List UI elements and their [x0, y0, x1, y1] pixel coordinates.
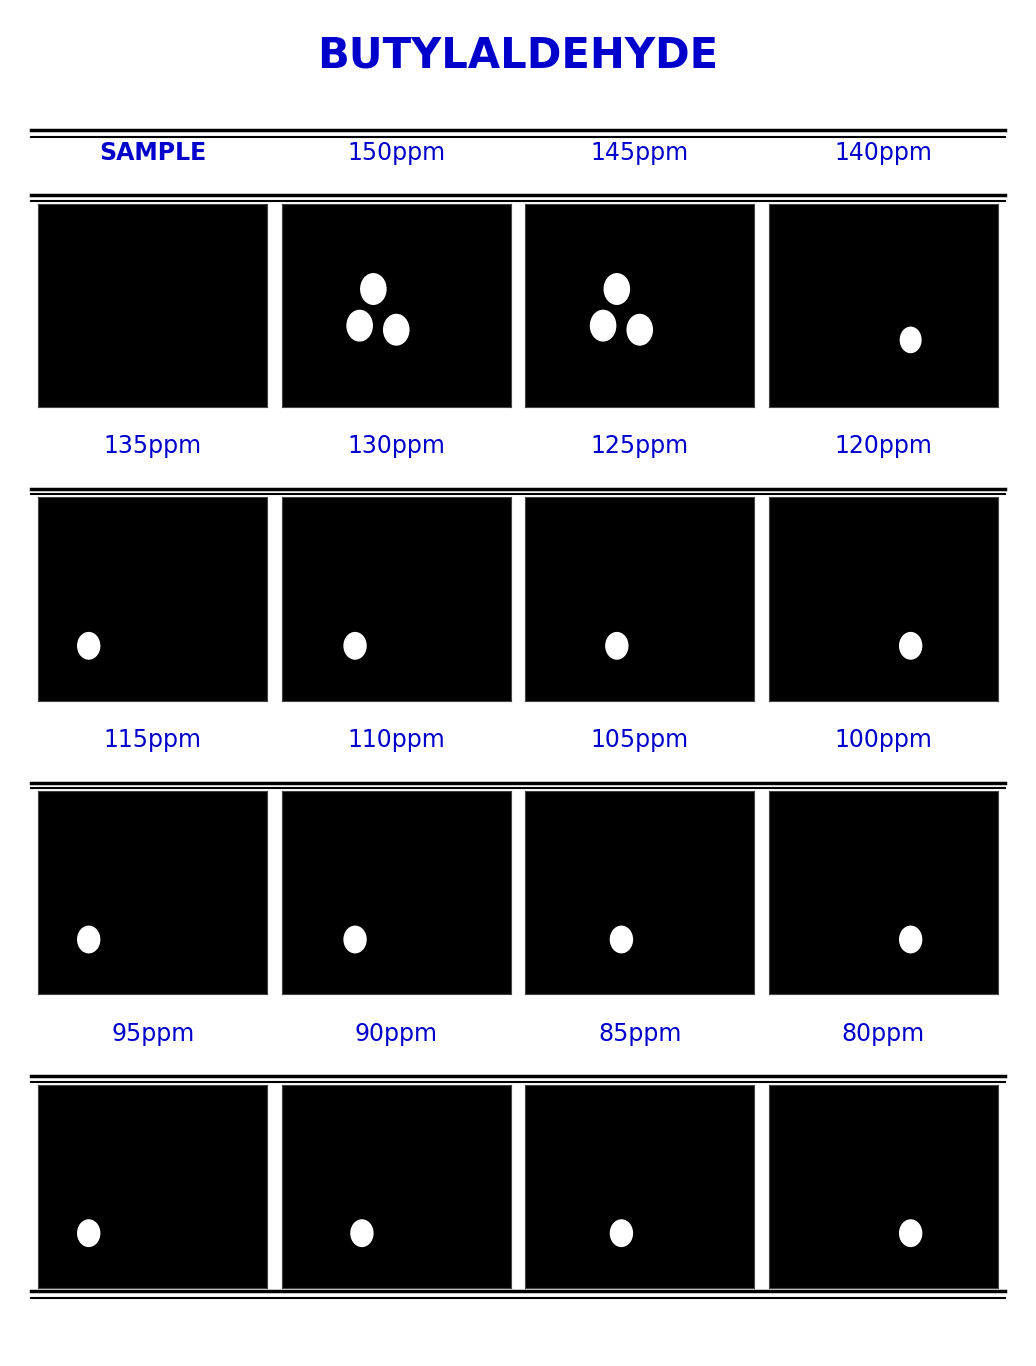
Ellipse shape [361, 273, 386, 305]
Ellipse shape [347, 310, 372, 342]
Ellipse shape [383, 314, 409, 346]
Text: 95ppm: 95ppm [111, 1022, 195, 1046]
Text: 135ppm: 135ppm [104, 434, 202, 459]
Text: 110ppm: 110ppm [347, 728, 445, 753]
Ellipse shape [591, 310, 615, 342]
Text: 145ppm: 145ppm [591, 141, 689, 165]
Text: 150ppm: 150ppm [347, 141, 445, 165]
Text: 85ppm: 85ppm [598, 1022, 682, 1046]
Ellipse shape [606, 632, 628, 658]
Ellipse shape [78, 926, 99, 952]
Ellipse shape [627, 314, 653, 346]
Text: 120ppm: 120ppm [834, 434, 932, 459]
Ellipse shape [604, 273, 630, 305]
Ellipse shape [351, 1220, 373, 1246]
Text: 130ppm: 130ppm [347, 434, 445, 459]
Ellipse shape [900, 328, 921, 352]
Ellipse shape [78, 1220, 99, 1246]
Text: 105ppm: 105ppm [591, 728, 689, 753]
Text: 140ppm: 140ppm [834, 141, 932, 165]
Ellipse shape [899, 926, 922, 952]
Text: 115ppm: 115ppm [104, 728, 202, 753]
Text: 90ppm: 90ppm [354, 1022, 438, 1046]
Ellipse shape [610, 1220, 632, 1246]
Ellipse shape [344, 926, 366, 952]
Ellipse shape [899, 1220, 922, 1246]
Ellipse shape [78, 632, 99, 658]
Text: BUTYLALDEHYDE: BUTYLALDEHYDE [317, 34, 719, 76]
Text: 125ppm: 125ppm [591, 434, 689, 459]
Text: SAMPLE: SAMPLE [99, 141, 206, 165]
Text: 80ppm: 80ppm [841, 1022, 925, 1046]
Ellipse shape [899, 632, 922, 658]
Ellipse shape [610, 926, 632, 952]
Ellipse shape [344, 632, 366, 658]
Text: 100ppm: 100ppm [834, 728, 932, 753]
